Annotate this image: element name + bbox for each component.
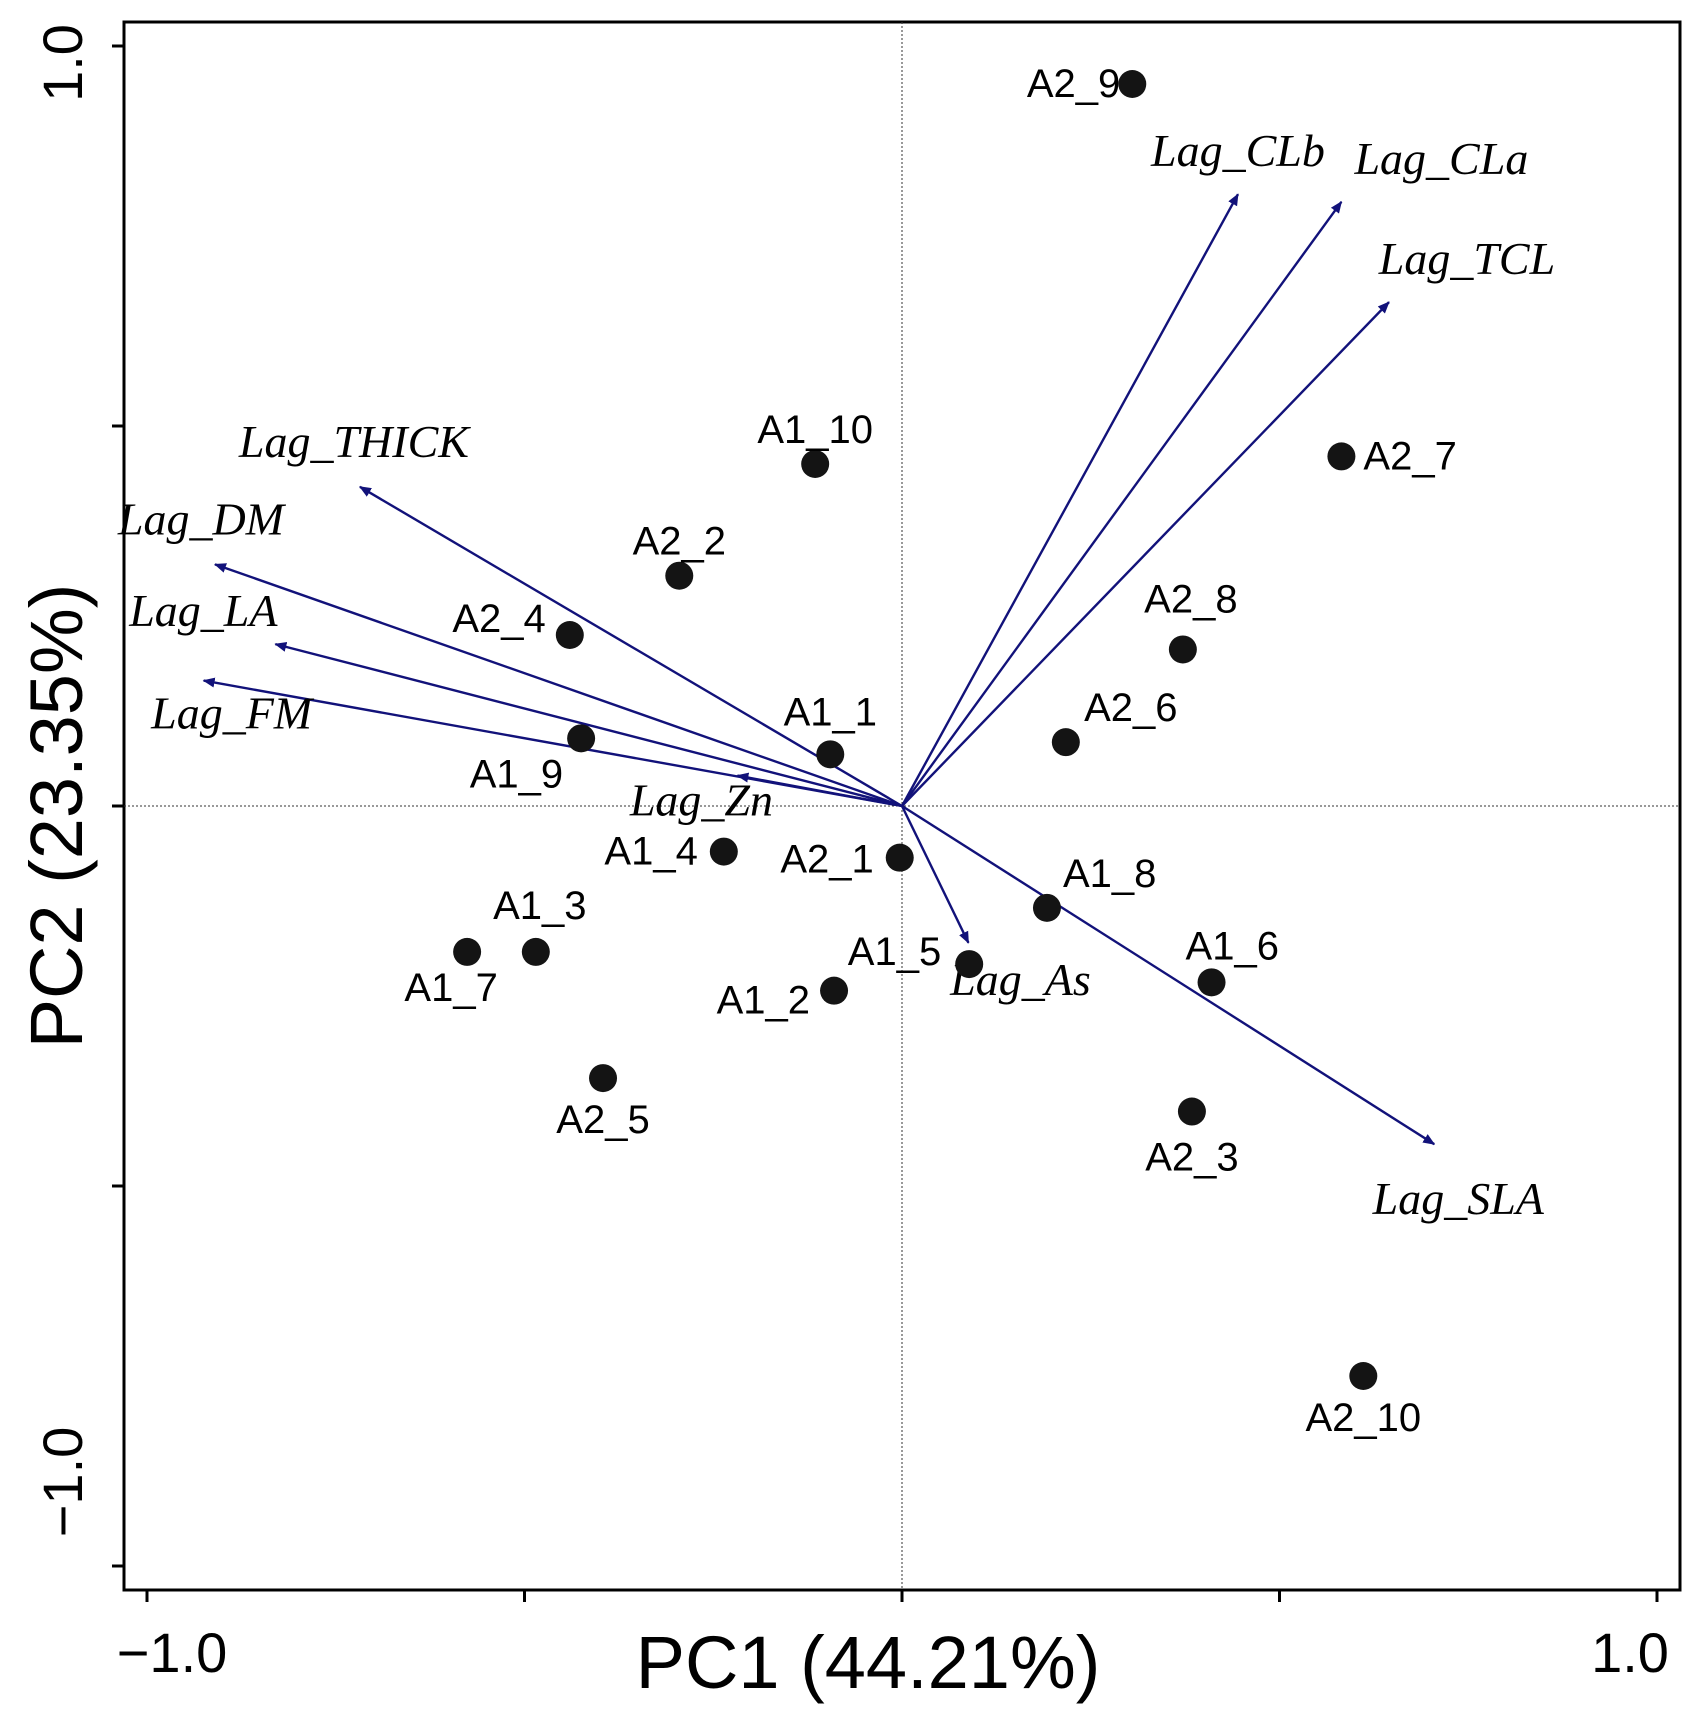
point-a1-8 — [1032, 893, 1061, 922]
vector-label-lag-fm: Lag_FM — [150, 688, 315, 739]
point-label-a2-8: A2_8 — [1144, 577, 1237, 621]
vector-lag-la — [274, 642, 903, 808]
point-label-a2-6: A2_6 — [1084, 686, 1177, 730]
vector-lag-as — [900, 805, 970, 944]
point-a1-9 — [567, 724, 596, 753]
point-a2-4 — [555, 621, 584, 649]
point-label-a2-2: A2_2 — [633, 520, 726, 564]
vector-lag-cla — [901, 200, 1343, 807]
point-label-a2-3: A2_3 — [1145, 1136, 1238, 1180]
point-label-a2-5: A2_5 — [556, 1098, 649, 1142]
vector-label-lag-zn: Lag_Zn — [629, 775, 773, 826]
point-a1-10 — [801, 450, 830, 478]
point-a2-10 — [1349, 1362, 1378, 1390]
vector-lag-zn — [736, 772, 903, 808]
point-a2-5 — [589, 1064, 618, 1093]
vector-lag-thick — [359, 485, 903, 808]
vector-label-lag-la: Lag_LA — [128, 585, 278, 636]
vector-lag-tcl — [901, 301, 1390, 807]
vector-label-lag-sla: Lag_SLA — [1372, 1173, 1545, 1224]
vector-label-lag-dm: Lag_DM — [117, 493, 287, 544]
point-a2-7 — [1327, 442, 1356, 471]
point-a1-1 — [816, 740, 845, 769]
point-label-a1-8: A1_8 — [1063, 852, 1156, 896]
point-a1-4 — [709, 837, 738, 866]
point-a1-6 — [1197, 968, 1226, 997]
point-a2-9 — [1118, 70, 1147, 98]
vector-label-lag-clb: Lag_CLb — [1150, 125, 1325, 176]
point-label-a1-2: A1_2 — [717, 979, 810, 1023]
vector-label-lag-cla: Lag_CLa — [1353, 133, 1528, 184]
point-a2-3 — [1177, 1097, 1206, 1126]
point-a2-8 — [1168, 635, 1197, 664]
y-axis-title: PC2 (23.35%) — [15, 584, 98, 1049]
x-tick-label-max: 1.0 — [1591, 1621, 1669, 1684]
point-a1-2 — [820, 976, 849, 1005]
x-tick-label-min: −1.0 — [117, 1621, 228, 1684]
point-label-a1-3: A1_3 — [493, 884, 586, 928]
y-tick-label-max: 1.0 — [31, 24, 94, 102]
vector-lag-sla — [901, 804, 1436, 1146]
y-tick-label-min: −1.0 — [31, 1427, 94, 1538]
point-label-a2-7: A2_7 — [1363, 434, 1456, 478]
vector-label-lag-tcl: Lag_TCL — [1378, 233, 1555, 284]
point-label-a1-9: A1_9 — [470, 752, 563, 796]
point-label-a1-5: A1_5 — [848, 930, 941, 974]
axis-ticks — [112, 44, 1659, 1602]
vector-label-lag-thick: Lag_THICK — [238, 416, 471, 467]
point-label-a2-4: A2_4 — [452, 597, 545, 641]
point-label-a1-7: A1_7 — [404, 966, 497, 1010]
point-label-a1-10: A1_10 — [757, 408, 873, 452]
point-label-a2-10: A2_10 — [1305, 1396, 1421, 1440]
point-label-a1-1: A1_1 — [784, 690, 877, 734]
point-a2-2 — [665, 561, 694, 590]
vector-lag-clb — [900, 193, 1240, 807]
x-axis-title: PC1 (44.21%) — [636, 1621, 1101, 1704]
point-a2-1 — [885, 843, 914, 872]
point-label-a1-6: A1_6 — [1186, 924, 1279, 968]
point-a1-3 — [521, 937, 550, 966]
point-label-a2-1: A2_1 — [780, 838, 873, 882]
point-label-a1-4: A1_4 — [604, 830, 697, 874]
loading-vectors: Lag_CLb Lag_CLa Lag_TCL Lag_THICK Lag_DM Lag_… — [117, 125, 1555, 1224]
score-points: A2_9 A1_10 A2_7 A2_2 A2_8 A2_4 A2_6 A1_1 A1_9 A1_… — [404, 62, 1456, 1440]
vector-lag-dm — [214, 563, 903, 808]
point-a1-7 — [453, 937, 482, 966]
point-label-a2-9: A2_9 — [1027, 62, 1120, 106]
point-a1-5 — [955, 950, 984, 979]
point-a2-6 — [1051, 728, 1080, 757]
